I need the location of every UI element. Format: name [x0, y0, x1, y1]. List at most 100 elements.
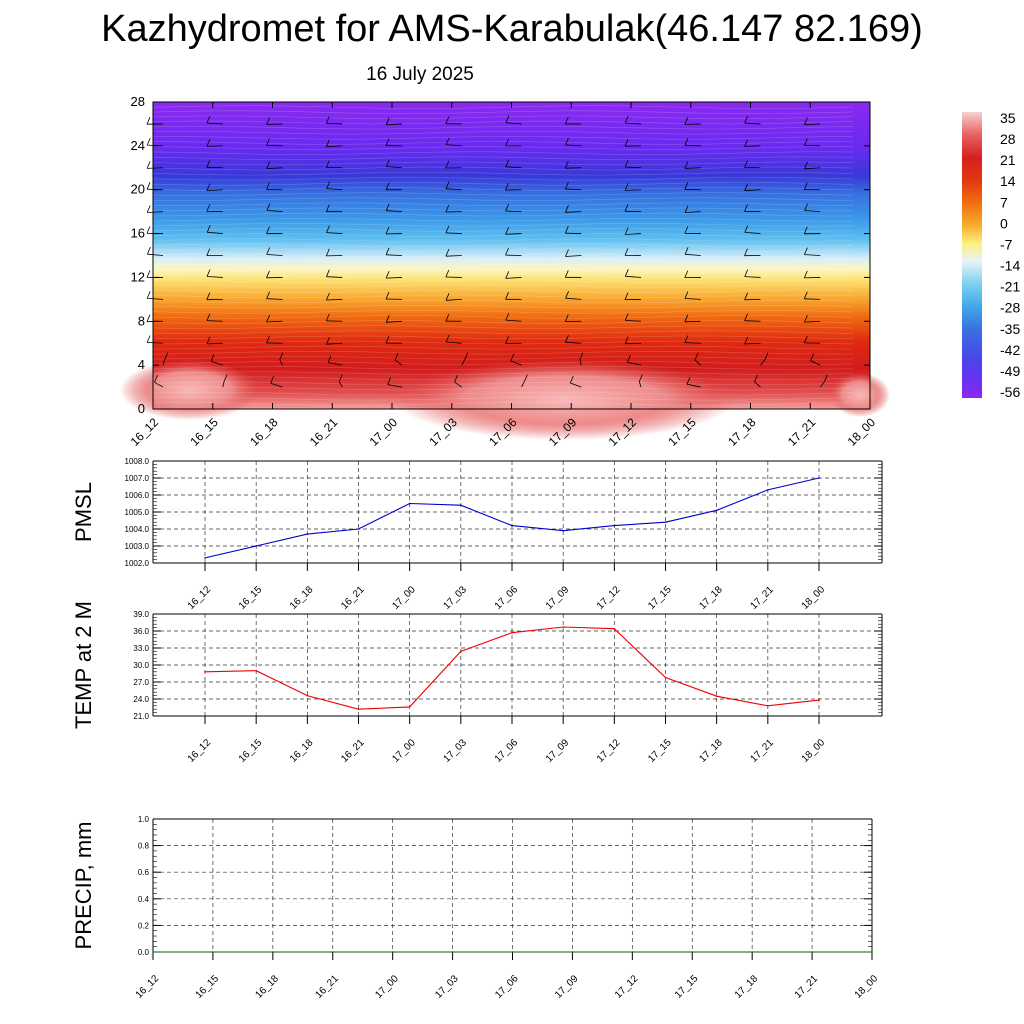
wind-barb — [266, 210, 283, 213]
data-point — [571, 951, 574, 953]
wind-barb — [461, 359, 466, 366]
heatmap-xtick-label: 17_18 — [725, 415, 759, 449]
wind-barb-flag — [210, 354, 215, 362]
wind-barb — [446, 341, 462, 344]
ytick-label: 1.0 — [138, 815, 150, 824]
ytick-label: 0.2 — [138, 921, 150, 930]
wind-barb-flag — [684, 182, 689, 190]
contour-line — [152, 279, 853, 283]
contour-line — [152, 146, 853, 150]
wind-barb — [744, 145, 761, 147]
wind-barb — [684, 144, 701, 147]
wind-barb — [565, 188, 582, 191]
wind-barb-flag — [385, 203, 390, 211]
y-axis-label: PMSL — [71, 482, 96, 542]
wind-barb-flag — [684, 335, 689, 343]
wind-barb-flag — [744, 269, 749, 277]
xtick-label: 18_00 — [853, 973, 881, 1001]
data-point — [408, 502, 411, 505]
wind-barb-flag — [206, 336, 211, 345]
colorbar-label: 7 — [1000, 194, 1008, 210]
xtick-label: 16_21 — [313, 973, 341, 1001]
wind-barb-flag — [523, 374, 528, 382]
heatmap-ytick-label: 16 — [131, 226, 145, 241]
data-point — [715, 695, 718, 697]
wind-barb-flag — [385, 315, 390, 323]
xtick-label: 17_18 — [697, 584, 725, 612]
xtick-label: 17_09 — [544, 584, 572, 612]
wind-barb-flag — [325, 160, 330, 168]
wind-barb-flag — [206, 160, 211, 168]
xtick-label: 17_06 — [493, 737, 521, 765]
wind-barb — [266, 123, 283, 125]
colorbar-label: -14 — [1000, 258, 1020, 274]
wind-barb — [804, 320, 821, 323]
contour-line — [152, 340, 854, 345]
wind-barb-flag — [154, 375, 158, 383]
wind-barb-flag — [387, 377, 391, 385]
wind-barb-flag — [326, 292, 330, 301]
wind-barb-flag — [505, 227, 509, 235]
wind-barb — [207, 231, 223, 234]
wind-barb-flag — [505, 247, 509, 256]
wind-barb — [266, 298, 283, 300]
wind-barb — [445, 232, 462, 234]
wind-barb-flag — [684, 291, 689, 299]
wind-barb-flag — [804, 117, 808, 125]
wind-barb — [505, 166, 522, 169]
wind-barb-flag — [684, 205, 689, 213]
contour-line — [152, 345, 853, 350]
xtick-label: 17_18 — [733, 973, 761, 1001]
wind-barb-flag — [744, 336, 749, 345]
wind-barb-flag — [325, 116, 330, 124]
wind-barb-flag — [804, 161, 808, 169]
wind-barb-flag — [564, 270, 569, 278]
contour-line — [152, 141, 854, 145]
wind-barb — [804, 167, 821, 170]
wind-barb — [744, 189, 761, 192]
colorbar: 35 28 21 14 7 0 -7 -14 -21 -28 -35 -42 -49 -56 — [962, 110, 1020, 400]
xtick-label: 16_18 — [254, 973, 282, 1001]
data-point — [818, 477, 820, 479]
wind-barb-flag — [326, 225, 330, 233]
wind-barb-flag — [624, 269, 629, 277]
heatmap-ytick-label: 28 — [131, 94, 145, 109]
wind-barb — [505, 210, 522, 213]
wind-barb-flag — [445, 225, 450, 234]
wind-barb-flag — [684, 247, 689, 255]
wind-barb-flag — [164, 352, 169, 360]
wind-barb — [326, 232, 343, 234]
wind-barb — [744, 232, 761, 234]
xtick-label: 17_15 — [673, 973, 701, 1001]
wind-barb-flag — [624, 292, 629, 300]
contour-line — [152, 136, 854, 140]
data-point — [613, 627, 616, 630]
wind-barb-flag — [445, 314, 450, 322]
wind-barb — [744, 122, 761, 125]
contour-line — [152, 253, 854, 258]
wind-barb-flag — [505, 292, 509, 300]
wind-barb — [386, 254, 403, 256]
warm-contour-1 — [395, 360, 735, 440]
xtick-label: 17_15 — [646, 737, 674, 765]
contour-line — [152, 258, 854, 263]
wind-barb-flag — [385, 291, 390, 300]
wind-barb-flag — [464, 352, 469, 360]
xtick-label: 16_12 — [134, 973, 162, 1001]
wind-barb — [386, 166, 403, 169]
heatmap-xtick-label: 16_12 — [128, 415, 162, 449]
wind-barb-flag — [146, 335, 151, 343]
data-point — [408, 706, 411, 708]
data-point — [451, 951, 454, 953]
colorbar-label: -42 — [1000, 342, 1020, 358]
contour-line — [152, 386, 854, 391]
wind-barb — [147, 298, 164, 300]
wind-barb-flag — [445, 137, 450, 145]
ytick-label: 36.0 — [133, 627, 149, 636]
ytick-label: 1008.0 — [125, 457, 150, 466]
contour-line — [152, 217, 854, 222]
y-axis-label: TEMP at 2 M — [71, 601, 96, 729]
ytick-label: 1003.0 — [125, 542, 150, 551]
xtick-label: 17_00 — [373, 973, 401, 1001]
data-point — [631, 951, 634, 953]
